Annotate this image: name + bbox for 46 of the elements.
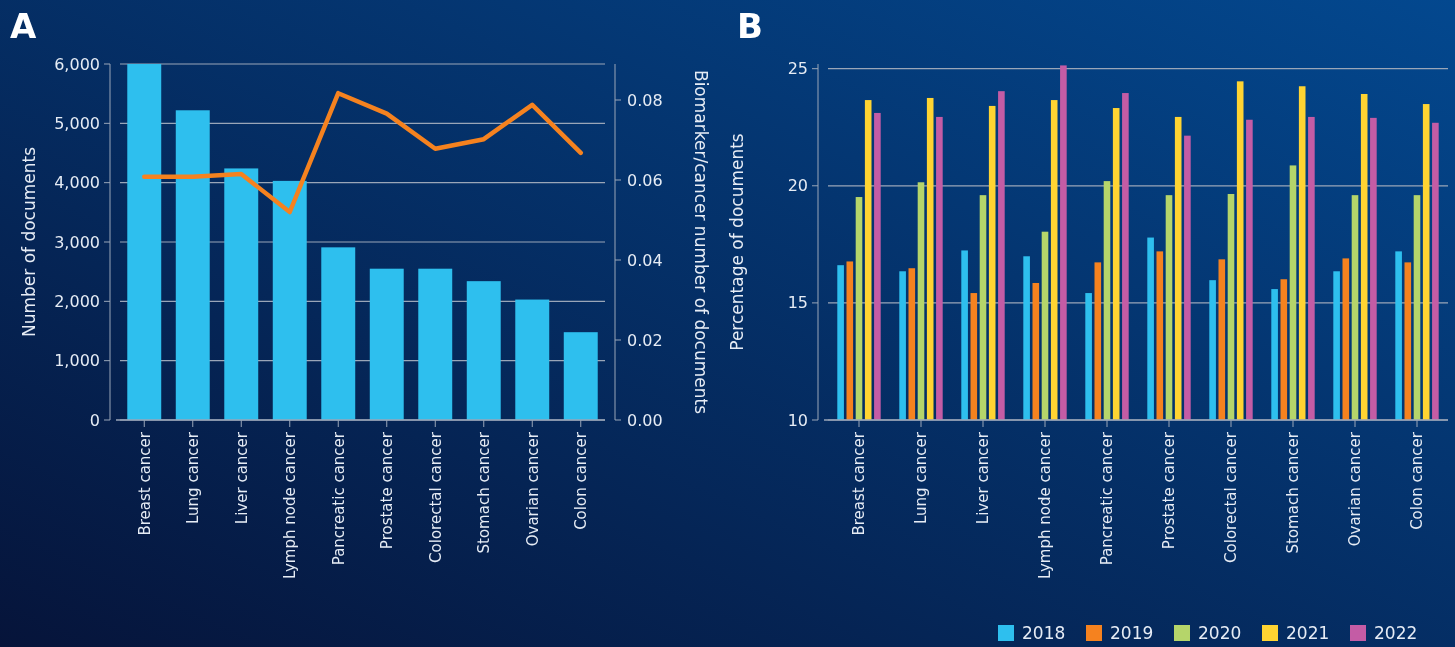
y-tick-label: 15 (787, 293, 808, 313)
y-tick-label: 6,000 (54, 54, 100, 74)
y2-tick-label: 0.02 (627, 330, 663, 350)
legend-label: 2018 (1022, 622, 1066, 643)
x-tick-label: Colorectal cancer (426, 431, 445, 563)
x-tick-label: Lung cancer (912, 431, 931, 524)
x-tick-label: Breast cancer (135, 431, 154, 536)
y-tick-label: 0 (89, 410, 100, 430)
legend-label: 2022 (1374, 622, 1418, 643)
x-tick-label: Colon cancer (1408, 431, 1427, 530)
x-tick-label: Colorectal cancer (1222, 431, 1241, 563)
legend-label: 2020 (1198, 622, 1242, 643)
y-axis-title: Number of documents (19, 146, 39, 338)
x-tick-label: Colon cancer (572, 431, 590, 530)
legend-label: 2021 (1286, 622, 1330, 643)
x-tick-label: Stomach cancer (475, 431, 493, 554)
x-tick-label: Stomach cancer (1284, 431, 1303, 554)
chart-title: A (10, 6, 37, 46)
y-tick-label: 25 (787, 59, 808, 79)
y-axis-title: Percentage of documents (727, 133, 747, 351)
y-tick-label: 5,000 (54, 113, 100, 133)
y-tick-label: 1,000 (54, 351, 100, 371)
y2-tick-label: 0.04 (627, 250, 663, 270)
chart-title: B (737, 6, 763, 46)
x-tick-label: Pancreatic cancer (329, 431, 348, 566)
x-tick-label: Pancreatic cancer (1098, 431, 1117, 566)
y2-tick-label: 0.06 (627, 170, 663, 190)
y-tick-label: 10 (787, 410, 808, 430)
x-tick-label: Liver cancer (232, 431, 251, 525)
x-tick-label: Liver cancer (974, 431, 993, 525)
y-tick-label: 20 (787, 176, 808, 196)
x-tick-label: Prostate cancer (378, 431, 396, 550)
x-tick-label: Lymph node cancer (281, 431, 299, 580)
y2-axis-title: Biomarker/cancer number of documents (691, 69, 711, 415)
x-tick-label: Lung cancer (184, 431, 202, 524)
y2-tick-label: 0.08 (627, 90, 663, 110)
y2-tick-label: 0.00 (627, 410, 663, 430)
x-tick-label: Prostate cancer (1160, 431, 1179, 550)
x-tick-label: Breast cancer (850, 431, 869, 536)
legend-label: 2019 (1110, 622, 1154, 643)
y-tick-label: 4,000 (54, 173, 100, 193)
x-tick-label: Lymph node cancer (1036, 431, 1055, 580)
x-tick-label: Ovarian cancer (523, 431, 542, 547)
x-tick-label: Ovarian cancer (1346, 431, 1365, 547)
y-tick-label: 3,000 (54, 232, 100, 252)
y-tick-label: 2,000 (54, 291, 100, 311)
